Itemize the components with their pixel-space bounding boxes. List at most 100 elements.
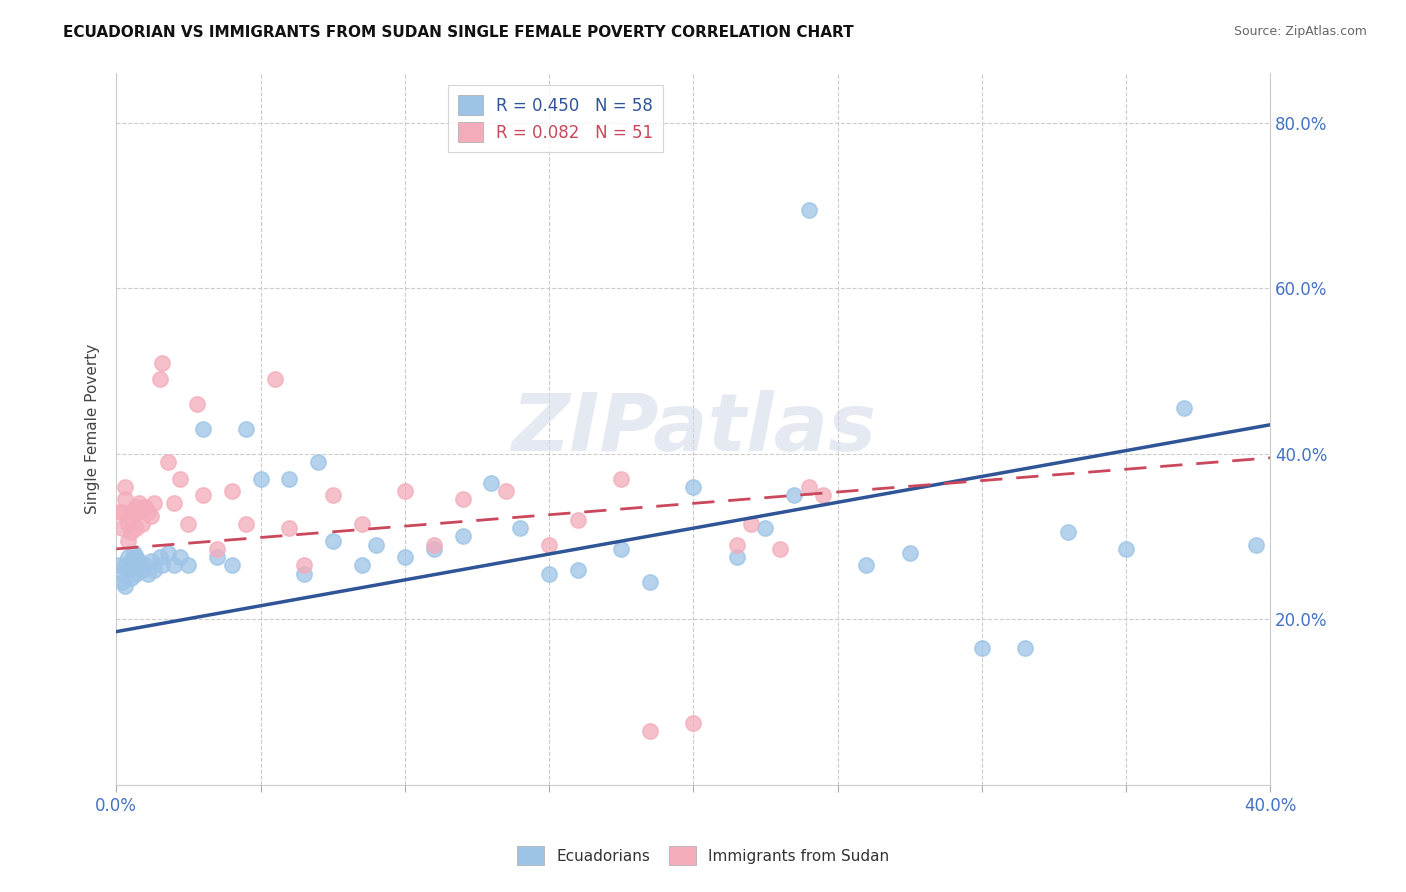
Point: [120, 508, 142, 523]
Point: [122, 558, 145, 573]
Point: [139, 554, 162, 568]
Point: [725, 538, 748, 552]
Point: [278, 521, 301, 535]
Point: [142, 496, 165, 510]
Point: [191, 422, 214, 436]
Point: [638, 574, 661, 589]
Point: [148, 372, 170, 386]
Point: [125, 550, 148, 565]
Point: [638, 723, 661, 738]
Point: [128, 554, 150, 568]
Point: [111, 566, 134, 581]
Point: [567, 513, 589, 527]
Point: [394, 483, 416, 498]
Point: [783, 488, 806, 502]
Point: [148, 550, 170, 565]
Point: [970, 641, 993, 656]
Point: [451, 492, 474, 507]
Point: [157, 455, 180, 469]
Point: [139, 508, 162, 523]
Point: [249, 471, 271, 485]
Point: [207, 541, 229, 556]
Point: [538, 538, 561, 552]
Point: [122, 505, 145, 519]
Point: [855, 558, 877, 573]
Point: [186, 397, 208, 411]
Point: [451, 529, 474, 543]
Point: [235, 422, 257, 436]
Point: [740, 516, 762, 531]
Point: [122, 505, 145, 519]
Y-axis label: Single Female Poverty: Single Female Poverty: [86, 343, 100, 514]
Point: [1244, 538, 1267, 552]
Point: [131, 563, 153, 577]
Point: [114, 558, 136, 573]
Point: [292, 566, 315, 581]
Point: [610, 541, 633, 556]
Point: [278, 471, 301, 485]
Point: [322, 488, 344, 502]
Point: [797, 202, 820, 217]
Point: [191, 488, 214, 502]
Point: [136, 566, 159, 581]
Legend: Ecuadorians, Immigrants from Sudan: Ecuadorians, Immigrants from Sudan: [510, 840, 896, 871]
Point: [114, 480, 136, 494]
Point: [350, 558, 373, 573]
Point: [125, 521, 148, 535]
Point: [769, 541, 792, 556]
Point: [111, 521, 134, 535]
Point: [117, 563, 139, 577]
Point: [111, 574, 134, 589]
Point: [422, 538, 444, 552]
Point: [725, 550, 748, 565]
Point: [394, 550, 416, 565]
Point: [1173, 401, 1195, 416]
Point: [1014, 641, 1036, 656]
Text: ECUADORIAN VS IMMIGRANTS FROM SUDAN SINGLE FEMALE POVERTY CORRELATION CHART: ECUADORIAN VS IMMIGRANTS FROM SUDAN SING…: [63, 25, 853, 40]
Text: Source: ZipAtlas.com: Source: ZipAtlas.com: [1233, 25, 1367, 38]
Point: [322, 533, 344, 548]
Point: [538, 566, 561, 581]
Point: [128, 505, 150, 519]
Point: [364, 538, 387, 552]
Point: [136, 505, 159, 519]
Point: [163, 496, 186, 510]
Point: [117, 516, 139, 531]
Point: [169, 471, 191, 485]
Point: [221, 558, 243, 573]
Point: [163, 558, 186, 573]
Point: [128, 496, 150, 510]
Point: [350, 516, 373, 531]
Legend: R = 0.450   N = 58, R = 0.082   N = 51: R = 0.450 N = 58, R = 0.082 N = 51: [447, 85, 664, 153]
Text: ZIPatlas: ZIPatlas: [510, 390, 876, 468]
Point: [567, 563, 589, 577]
Point: [898, 546, 921, 560]
Point: [610, 471, 633, 485]
Point: [264, 372, 287, 386]
Point: [125, 500, 148, 515]
Point: [122, 546, 145, 560]
Point: [131, 516, 153, 531]
Point: [108, 505, 131, 519]
Point: [811, 488, 834, 502]
Point: [221, 483, 243, 498]
Point: [120, 525, 142, 540]
Point: [307, 455, 329, 469]
Point: [1057, 525, 1080, 540]
Point: [235, 516, 257, 531]
Point: [169, 550, 191, 565]
Point: [495, 483, 517, 498]
Point: [682, 480, 704, 494]
Point: [292, 558, 315, 573]
Point: [120, 571, 142, 585]
Point: [152, 356, 174, 370]
Point: [177, 558, 200, 573]
Point: [108, 558, 131, 573]
Point: [509, 521, 531, 535]
Point: [117, 533, 139, 548]
Point: [111, 505, 134, 519]
Point: [1115, 541, 1137, 556]
Point: [754, 521, 776, 535]
Point: [797, 480, 820, 494]
Point: [152, 558, 174, 573]
